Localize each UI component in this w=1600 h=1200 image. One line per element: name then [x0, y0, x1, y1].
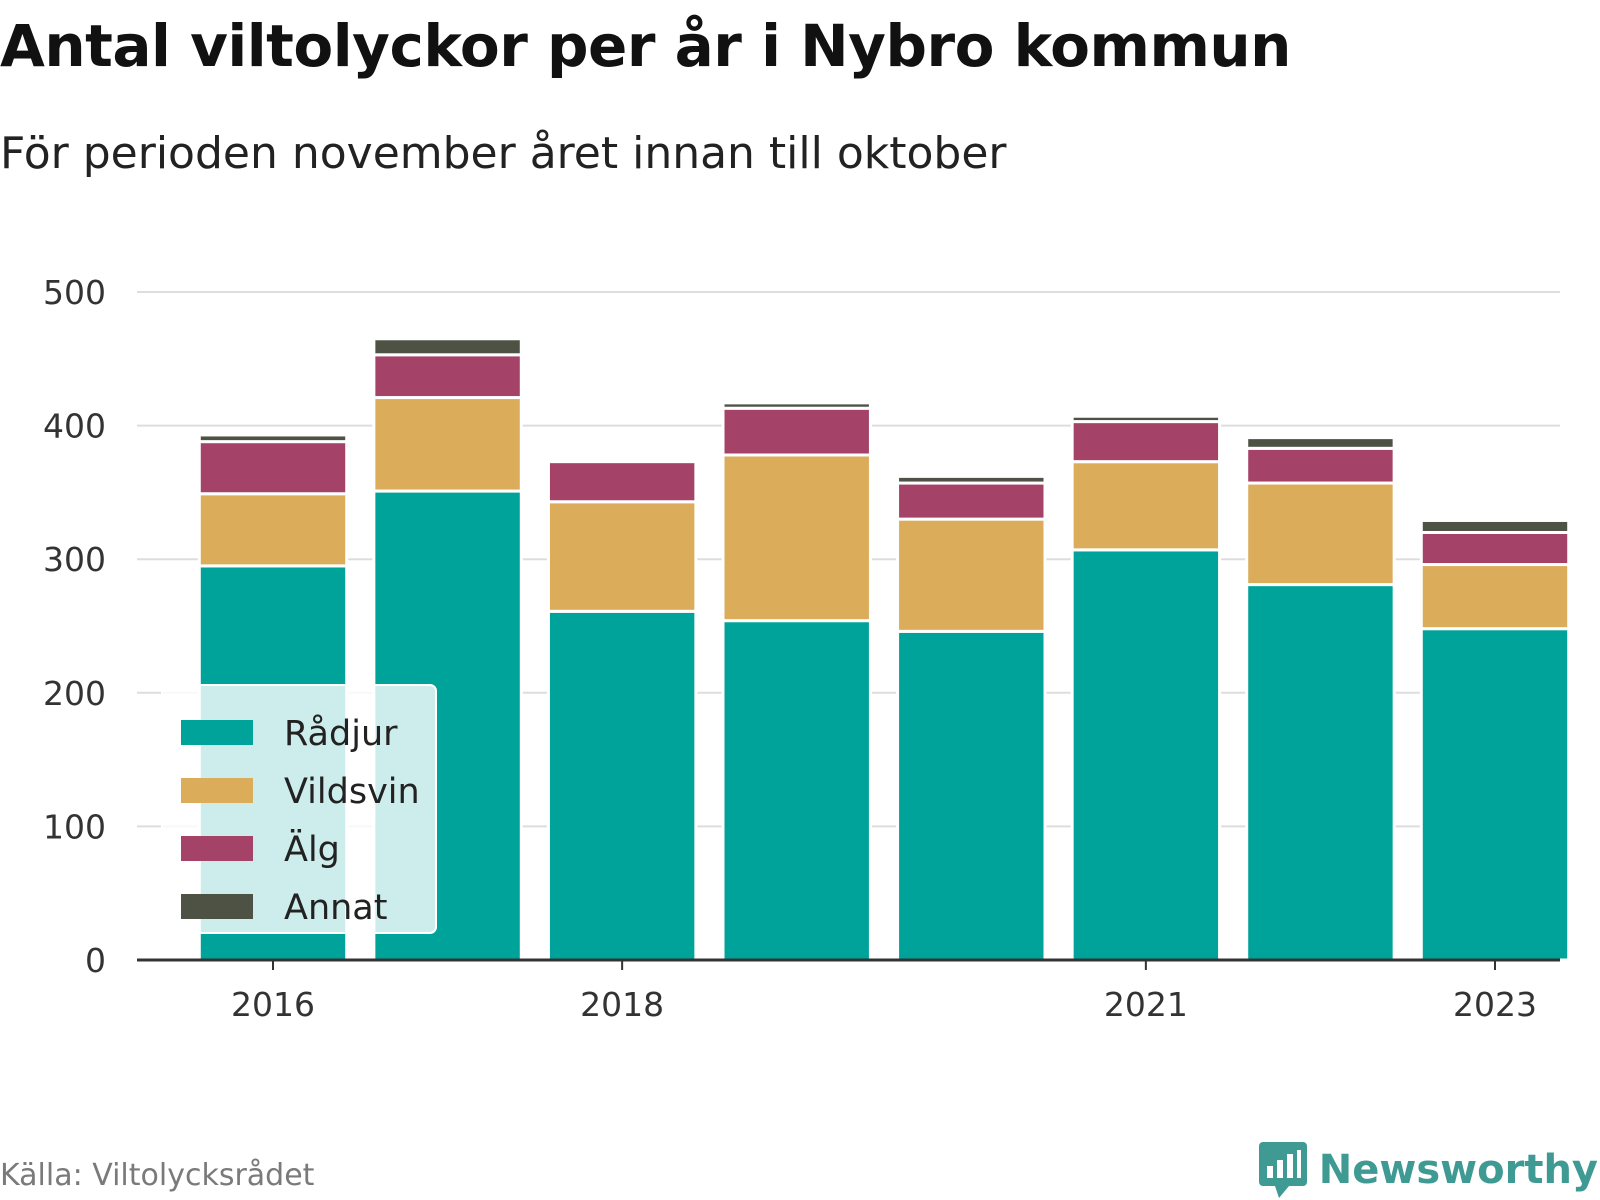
bar-vildsvin-2018 — [546, 500, 698, 613]
bar-annat-2021 — [1070, 414, 1222, 424]
bar-älg-2021 — [1070, 420, 1222, 464]
bar-vildsvin-2017 — [372, 396, 523, 493]
bar-vildsvin-2023 — [1419, 563, 1571, 631]
source-note: Källa: Viltolycksrådet — [0, 1158, 315, 1193]
bar-älg-2018 — [546, 460, 698, 504]
bar-vildsvin-2020 — [896, 517, 1047, 633]
bar-älg-2020 — [896, 481, 1047, 521]
bar-rådjur-2022 — [1245, 583, 1396, 962]
bar-rådjur-2020 — [896, 629, 1047, 962]
bar-rådjur-2023 — [1419, 627, 1571, 962]
y-tick-label-400: 400 — [43, 407, 106, 446]
bar-annat-2016 — [197, 433, 349, 444]
bar-älg-2019 — [721, 406, 872, 457]
legend-label-annat: Annat — [284, 888, 387, 928]
legend-swatch-älg — [181, 836, 253, 861]
bar-älg-2017 — [372, 353, 523, 400]
bar-vildsvin-2019 — [721, 453, 872, 623]
x-tick-label-2018: 2018 — [580, 985, 664, 1024]
y-tick-label-300: 300 — [43, 540, 106, 579]
legend-label-vildsvin: Vildsvin — [284, 772, 420, 812]
brand-name: Newsworthy — [1318, 1147, 1598, 1193]
legend-box — [161, 684, 437, 934]
bar-annat-2020 — [896, 474, 1047, 485]
bar-vildsvin-2016 — [197, 492, 349, 568]
chart-title: Antal viltolyckor per år i Nybro kommun — [0, 12, 1291, 80]
bar-annat-2022 — [1245, 436, 1396, 450]
bar-älg-2022 — [1245, 446, 1396, 485]
legend-swatch-vildsvin — [181, 778, 253, 803]
stacked-bar-chart: 0 100 200 300 400 500 2016 2018 2021 2023 Rådjur Vi… — [43, 273, 1571, 1024]
x-tick-label-2016: 2016 — [231, 985, 315, 1024]
legend-swatch-rådjur — [181, 720, 253, 745]
bar-rådjur-2019 — [721, 619, 872, 962]
brand-logo[interactable]: Newsworthy — [1257, 1140, 1598, 1200]
bar-vildsvin-2022 — [1245, 481, 1396, 587]
legend-swatch-annat — [181, 894, 253, 919]
x-tick-label-2023: 2023 — [1453, 985, 1537, 1024]
legend-label-älg: Älg — [284, 828, 340, 870]
bar-rådjur-2018 — [546, 609, 698, 962]
bar-rådjur-2021 — [1070, 548, 1222, 962]
bar-älg-2016 — [197, 440, 349, 496]
legend-label-rådjur: Rådjur — [284, 713, 398, 754]
y-tick-label-0: 0 — [85, 941, 106, 980]
bar-chart-bubble-icon — [1258, 1142, 1307, 1198]
bar-annat-2019 — [721, 401, 872, 410]
bar-älg-2023 — [1419, 530, 1571, 567]
y-tick-label-100: 100 — [43, 807, 106, 846]
y-tick-label-200: 200 — [43, 674, 106, 713]
y-tick-label-500: 500 — [43, 273, 106, 312]
x-tick-label-2021: 2021 — [1104, 985, 1188, 1024]
bar-annat-2017 — [372, 337, 523, 357]
bar-annat-2023 — [1419, 518, 1571, 534]
bar-vildsvin-2021 — [1070, 460, 1222, 552]
chart-subtitle: För perioden november året innan till ok… — [0, 128, 1007, 179]
